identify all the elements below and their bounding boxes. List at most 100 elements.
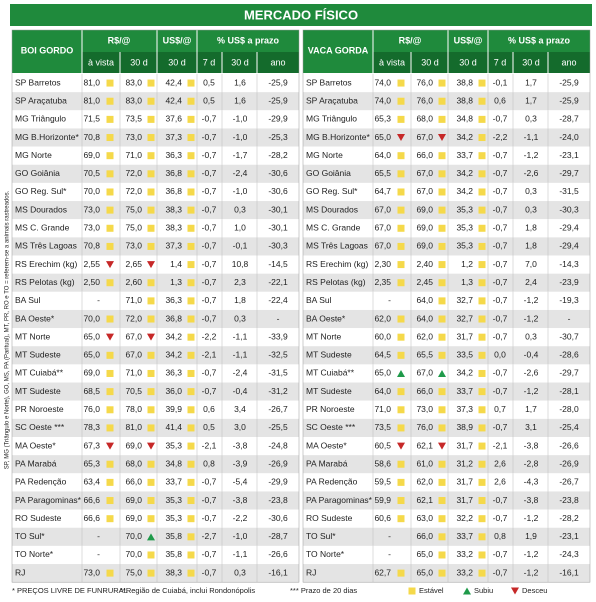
- row-label: SP Barretos: [15, 77, 61, 87]
- cell-value: 33,2: [456, 549, 473, 559]
- cell-value: -16,1: [559, 567, 579, 577]
- status-stable: [478, 460, 486, 468]
- cell-value: 60,5: [374, 440, 391, 450]
- cell-value: -0,7: [202, 204, 217, 214]
- cell-value: -1,0: [233, 114, 248, 124]
- cell-value: 2,55: [83, 259, 100, 269]
- cell-value: 31,2: [456, 458, 473, 468]
- status-stable: [147, 478, 155, 486]
- cell-value: 34,2: [165, 331, 182, 341]
- status-stable: [438, 333, 446, 341]
- cell-value: 1,3: [170, 277, 182, 287]
- cell-value: 2,4: [525, 277, 537, 287]
- cell-value: 76,0: [416, 77, 433, 87]
- status-stable: [187, 79, 195, 87]
- cell-value: -0,4: [233, 386, 248, 396]
- cell-value: -23,1: [559, 531, 579, 541]
- cell-value: -0,7: [493, 241, 508, 251]
- column-header: 7 d: [203, 57, 216, 67]
- cell-value: -26,9: [268, 458, 288, 468]
- status-stable: [106, 388, 114, 396]
- status-stable: [187, 297, 195, 305]
- row-bg: [12, 328, 299, 347]
- status-stable: [478, 551, 486, 559]
- row-label: TO Sul*: [15, 531, 45, 541]
- cell-value: -0,1: [233, 241, 248, 251]
- status-stable: [106, 79, 114, 87]
- cell-value: -: [97, 295, 100, 305]
- cell-value: 2,6: [494, 477, 506, 487]
- cell-value: -0,7: [202, 295, 217, 305]
- status-stable: [106, 224, 114, 232]
- row-label: PR Noroeste: [15, 404, 64, 414]
- cell-value: 0,3: [234, 204, 246, 214]
- cell-value: -2,1: [493, 440, 508, 450]
- status-stable: [187, 533, 195, 541]
- status-stable: [187, 442, 195, 450]
- cell-value: -22,1: [268, 277, 288, 287]
- status-stable: [397, 388, 405, 396]
- cell-value: -0,7: [493, 495, 508, 505]
- status-stable: [438, 170, 446, 178]
- cell-value: -0,7: [202, 259, 217, 269]
- cell-value: -26,6: [268, 549, 288, 559]
- row-bg: [303, 364, 590, 383]
- cell-value: 38,8: [456, 95, 473, 105]
- cell-value: -1,0: [233, 132, 248, 142]
- cell-value: 66,0: [416, 531, 433, 541]
- status-stable: [478, 206, 486, 214]
- cell-value: 1,9: [525, 531, 537, 541]
- cell-value: 2,6: [494, 458, 506, 468]
- cell-value: 62,0: [416, 477, 433, 487]
- status-stable: [147, 388, 155, 396]
- status-stable: [478, 79, 486, 87]
- status-stable: [397, 406, 405, 414]
- row-bg: [12, 545, 299, 565]
- column-header: ano: [561, 57, 576, 67]
- cell-value: 60,6: [374, 513, 391, 523]
- cell-value: -30,1: [268, 204, 288, 214]
- cell-value: 36,0: [165, 386, 182, 396]
- status-stable: [106, 170, 114, 178]
- row-bg: [303, 237, 590, 256]
- cell-value: -0,7: [202, 386, 217, 396]
- row-bg: [12, 509, 299, 528]
- row-bg: [12, 364, 299, 383]
- cell-value: 0,5: [203, 95, 215, 105]
- status-stable: [478, 261, 486, 269]
- row-bg: [303, 146, 590, 165]
- row-label: MT Cuiabá**: [306, 368, 355, 378]
- row-label: SC Oeste ***: [15, 422, 65, 432]
- cell-value: 71,0: [374, 404, 391, 414]
- row-bg: [303, 509, 590, 528]
- status-down: [106, 442, 114, 450]
- cell-value: 73,0: [83, 567, 100, 577]
- status-stable: [147, 97, 155, 105]
- cell-value: 33,7: [165, 477, 182, 487]
- status-stable: [106, 351, 114, 359]
- row-bg: [12, 219, 299, 238]
- status-stable: [106, 406, 114, 414]
- status-stable: [397, 569, 405, 577]
- cell-value: -1,2: [524, 549, 539, 559]
- cell-value: 35,3: [165, 495, 182, 505]
- cell-value: -23,9: [559, 277, 579, 287]
- status-stable: [106, 279, 114, 287]
- status-stable: [147, 460, 155, 468]
- row-bg: [12, 473, 299, 492]
- cell-value: 2,45: [416, 277, 433, 287]
- cell-value: 71,0: [125, 150, 142, 160]
- cell-value: -0,7: [493, 313, 508, 323]
- status-stable: [438, 569, 446, 577]
- cell-value: -24,8: [268, 440, 288, 450]
- cell-value: -2,4: [233, 368, 248, 378]
- status-stable: [478, 388, 486, 396]
- status-stable: [147, 369, 155, 377]
- cell-value: -25,9: [268, 77, 288, 87]
- cell-value: 66,6: [83, 495, 100, 505]
- cell-value: 33,2: [456, 567, 473, 577]
- cell-value: 0,8: [494, 531, 506, 541]
- cell-value: -3,8: [524, 440, 539, 450]
- cell-value: 36,3: [165, 150, 182, 160]
- cell-value: 3,4: [234, 404, 246, 414]
